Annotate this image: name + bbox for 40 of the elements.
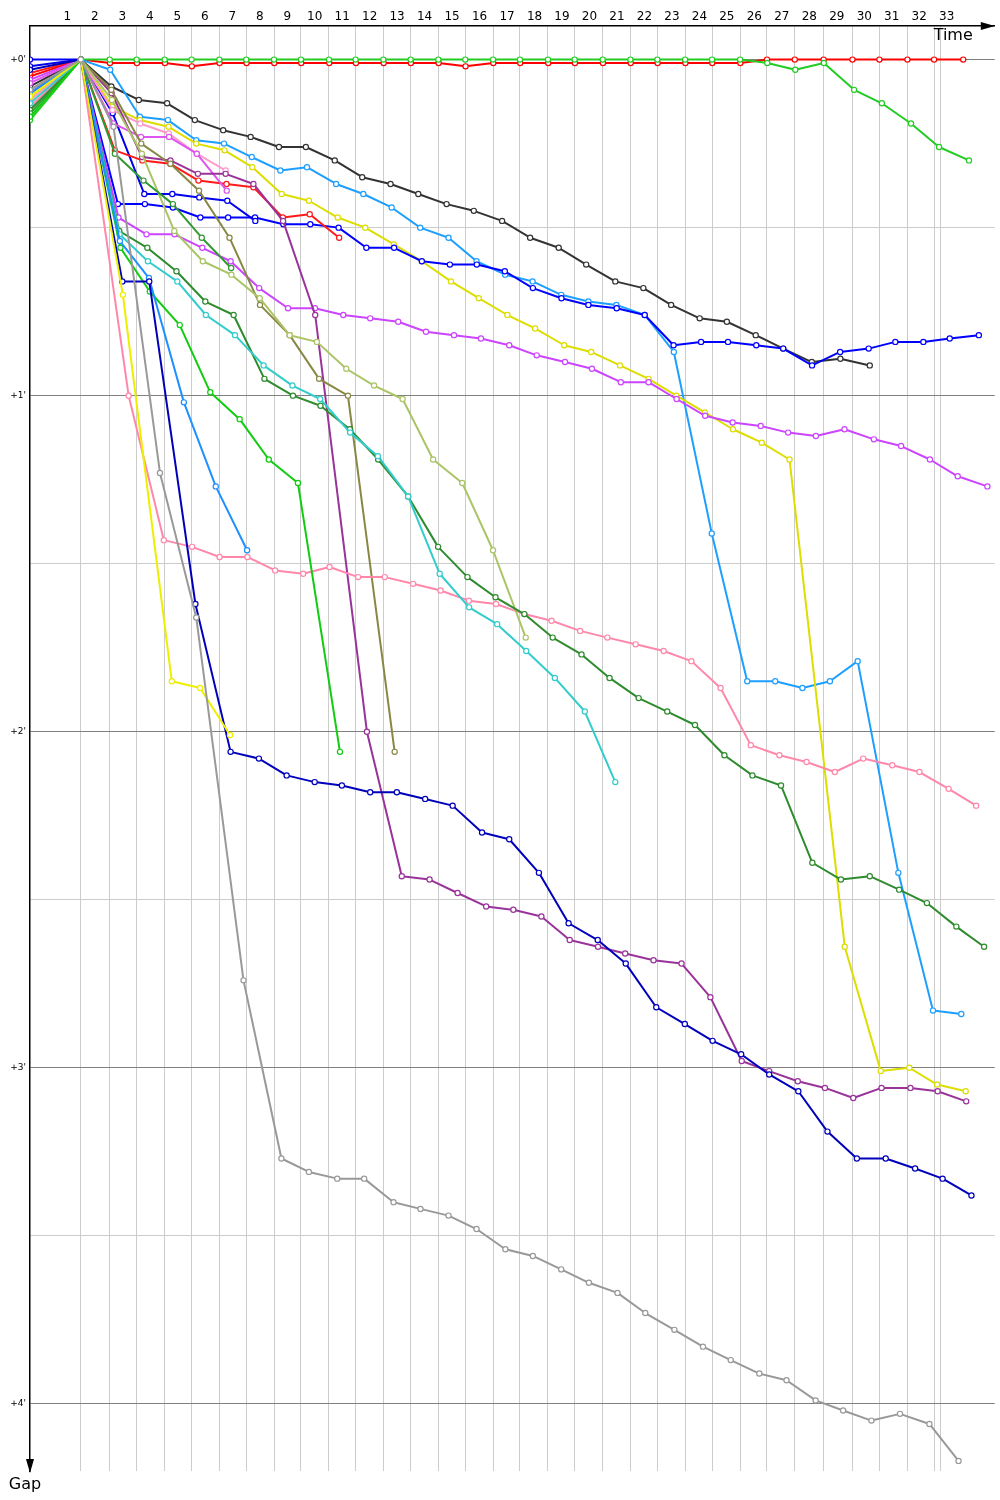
- x-tick-label: 2: [91, 8, 99, 23]
- y-tick-label: +2': [10, 726, 26, 737]
- x-tick-label: 9: [283, 8, 292, 23]
- x-tick-label: 21: [609, 8, 625, 23]
- x-tick-label: 16: [471, 8, 488, 23]
- x-tick-label: 13: [389, 8, 405, 23]
- x-tick-label: 23: [664, 8, 680, 23]
- x-tick-label: 22: [636, 8, 653, 23]
- x-tick-label: 28: [801, 8, 817, 23]
- x-tick-label: 3: [118, 8, 127, 23]
- x-tick-label: 19: [554, 8, 570, 23]
- x-tick-label: 31: [884, 8, 900, 23]
- x-tick-label: 17: [499, 8, 515, 23]
- x-tick-label: 26: [746, 8, 762, 23]
- y-tick-label: +4': [10, 1398, 26, 1409]
- x-tick-label: 8: [255, 8, 264, 23]
- x-tick-label: 33: [939, 8, 955, 23]
- y-tick-label: +1': [10, 389, 26, 400]
- x-axis-title: Time: [932, 25, 973, 45]
- x-tick-label: 12: [362, 8, 378, 23]
- x-tick-label: 24: [691, 8, 708, 23]
- x-tick-label: 6: [200, 8, 209, 23]
- x-tick-label: 32: [911, 8, 927, 23]
- x-tick-label: 11: [334, 8, 350, 23]
- x-tick-label: 4: [145, 8, 154, 23]
- y-axis-title: Gap: [8, 1474, 42, 1494]
- x-tick-label: 1: [63, 8, 72, 23]
- y-tick-label: +3': [10, 1062, 26, 1073]
- x-tick-label: 18: [526, 8, 543, 23]
- x-tick-label: 27: [774, 8, 790, 23]
- x-tick-label: 10: [307, 8, 323, 23]
- x-tick-label: 29: [829, 8, 845, 23]
- x-tick-label: 14: [416, 8, 433, 23]
- x-tick-label: 5: [173, 8, 182, 23]
- x-tick-label: 7: [228, 8, 237, 23]
- y-tick-label: +0': [10, 53, 26, 64]
- x-tick-label: 25: [719, 8, 735, 23]
- x-tick-label: 15: [444, 8, 460, 23]
- x-tick-label: 20: [581, 8, 598, 23]
- x-tick-label: 30: [856, 8, 872, 23]
